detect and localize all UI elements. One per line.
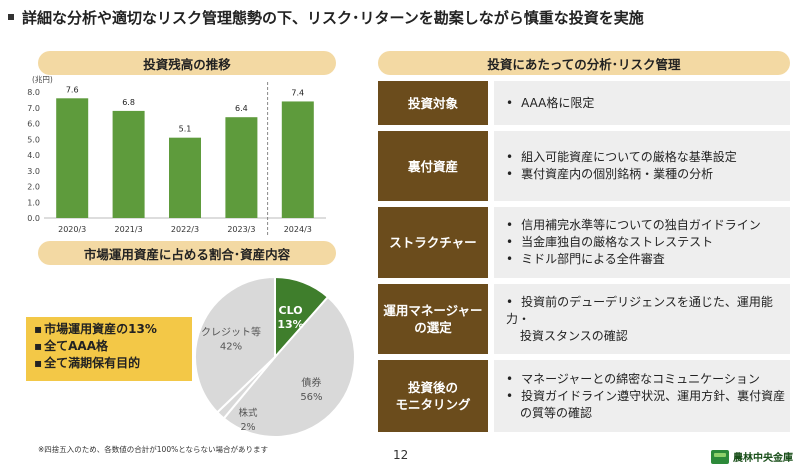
summary-callout: 市場運用資産の13% 全てAAA格 全て満期保有目的 <box>26 317 192 381</box>
list-item-continuation: の質等の確認 <box>520 405 593 420</box>
balance-section-header: 投資残高の推移 <box>38 51 336 75</box>
bar-value-label: 6.4 <box>235 104 248 113</box>
logo-text: 農林中央金庫 <box>733 453 793 464</box>
page-title-text: 詳細な分析や適切なリスク管理態勢の下、リスク･リターンを勘案しながら慎重な投資を… <box>22 8 644 27</box>
pie-pct-label: 2% <box>240 422 255 433</box>
callout-line: 市場運用資産の13% <box>34 321 184 338</box>
bar <box>169 137 201 218</box>
list-item: 信用補完水準等についての独自ガイドライン <box>506 217 790 234</box>
page-number: 12 <box>393 448 409 462</box>
list-item: 組入可能資産についての厳格な基準設定 <box>506 149 790 166</box>
bar-value-label: 6.8 <box>122 98 135 107</box>
y-tick-label: 4.0 <box>27 151 40 160</box>
y-axis-unit: (兆円) <box>32 74 53 84</box>
analysis-row-label: ストラクチャー <box>378 207 488 278</box>
analysis-row: 投資対象 AAA格に限定 <box>378 81 790 125</box>
analysis-row-label: 裏付資産 <box>378 131 488 201</box>
analysis-row-label: 投資後の モニタリング <box>378 360 488 432</box>
y-tick-label: 0.0 <box>27 214 40 223</box>
bar-value-label: 7.6 <box>66 85 79 94</box>
list-item: 投資前のデューデリジェンスを通じた、運用能力・ <box>506 294 790 328</box>
callout-line: 全てAAA格 <box>34 338 184 355</box>
pie-slice <box>222 295 356 438</box>
company-logo: 農林中央金庫 <box>711 449 793 464</box>
balance-bar-chart: (兆円) 0.0 1.0 2.0 3.0 4.0 5.0 6.0 7.0 8.0 7.6 2020/3… <box>27 74 326 236</box>
bar <box>112 110 145 218</box>
pie-label: CLO <box>279 304 303 317</box>
x-tick-label: 2023/3 <box>227 225 255 234</box>
analysis-row-description: 投資前のデューデリジェンスを通じた、運用能力・ 投資スタンスの確認 <box>494 284 790 354</box>
list-item: 裏付資産内の個別銘柄・業種の分析 <box>506 166 790 183</box>
analysis-row-description: マネージャーとの綿密なコミュニケーション 投資ガイドライン遵守状況、運用方針、裏… <box>494 360 790 432</box>
bullet-square-icon <box>8 14 14 20</box>
y-tick-label: 1.0 <box>27 198 40 207</box>
ratio-section-header: 市場運用資産に占める割合･資産内容 <box>38 241 336 265</box>
y-tick-label: 7.0 <box>27 104 40 113</box>
bar <box>281 101 314 218</box>
bar-value-label: 5.1 <box>179 125 192 134</box>
analysis-row-label: 運用マネージャー の選定 <box>378 284 488 354</box>
list-item: マネージャーとの綿密なコミュニケーション <box>506 371 790 388</box>
analysis-row-label: 投資対象 <box>378 81 488 125</box>
y-tick-label: 8.0 <box>27 88 40 97</box>
pie-pct-label: 42% <box>220 341 242 352</box>
analysis-section-header: 投資にあたっての分析･リスク管理 <box>378 51 790 75</box>
analysis-row-description: 組入可能資産についての厳格な基準設定 裏付資産内の個別銘柄・業種の分析 <box>494 131 790 201</box>
list-item: 投資スタンスの確認 <box>520 328 628 343</box>
y-tick-label: 2.0 <box>27 183 40 192</box>
pie-label: 債券 <box>301 376 321 389</box>
pie-pct-label: 13% <box>277 318 303 331</box>
footnote: ※四捨五入のため、各数値の合計が100%とならない場合があります <box>38 445 268 454</box>
list-item: 当金庫独自の厳格なストレステスト <box>506 234 790 251</box>
bar <box>56 98 89 218</box>
pie-pct-label: 56% <box>300 392 322 403</box>
pie-label: 株式 <box>238 407 258 419</box>
y-tick-label: 6.0 <box>27 120 40 129</box>
pie-slice <box>194 275 276 414</box>
analysis-row: ストラクチャー 信用補完水準等についての独自ガイドライン 当金庫独自の厳格なスト… <box>378 207 790 278</box>
list-item: ミドル部門による全件審査 <box>506 251 790 268</box>
pie-label: クレジット等 <box>201 325 261 338</box>
list-item: AAA格に限定 <box>506 95 790 112</box>
x-tick-label: 2024/3 <box>284 225 312 234</box>
analysis-row: 裏付資産 組入可能資産についての厳格な基準設定 裏付資産内の個別銘柄・業種の分析 <box>378 131 790 201</box>
logo-mark-icon <box>711 449 729 464</box>
y-tick-label: 5.0 <box>27 135 40 144</box>
x-tick-label: 2022/3 <box>171 225 199 234</box>
page-title: 詳細な分析や適切なリスク管理態勢の下、リスク･リターンを勘案しながら慎重な投資を… <box>8 6 788 28</box>
x-tick-label: 2020/3 <box>58 225 86 234</box>
analysis-row-description: AAA格に限定 <box>494 81 790 125</box>
list-item: 投資ガイドライン遵守状況、運用方針、裏付資産 <box>506 388 790 405</box>
bar <box>225 117 258 218</box>
analysis-row-description: 信用補完水準等についての独自ガイドライン 当金庫独自の厳格なストレステスト ミド… <box>494 207 790 278</box>
callout-line: 全て満期保有目的 <box>34 355 184 372</box>
y-tick-label: 3.0 <box>27 167 40 176</box>
bar-value-label: 7.4 <box>291 88 304 97</box>
x-tick-label: 2021/3 <box>115 225 143 234</box>
